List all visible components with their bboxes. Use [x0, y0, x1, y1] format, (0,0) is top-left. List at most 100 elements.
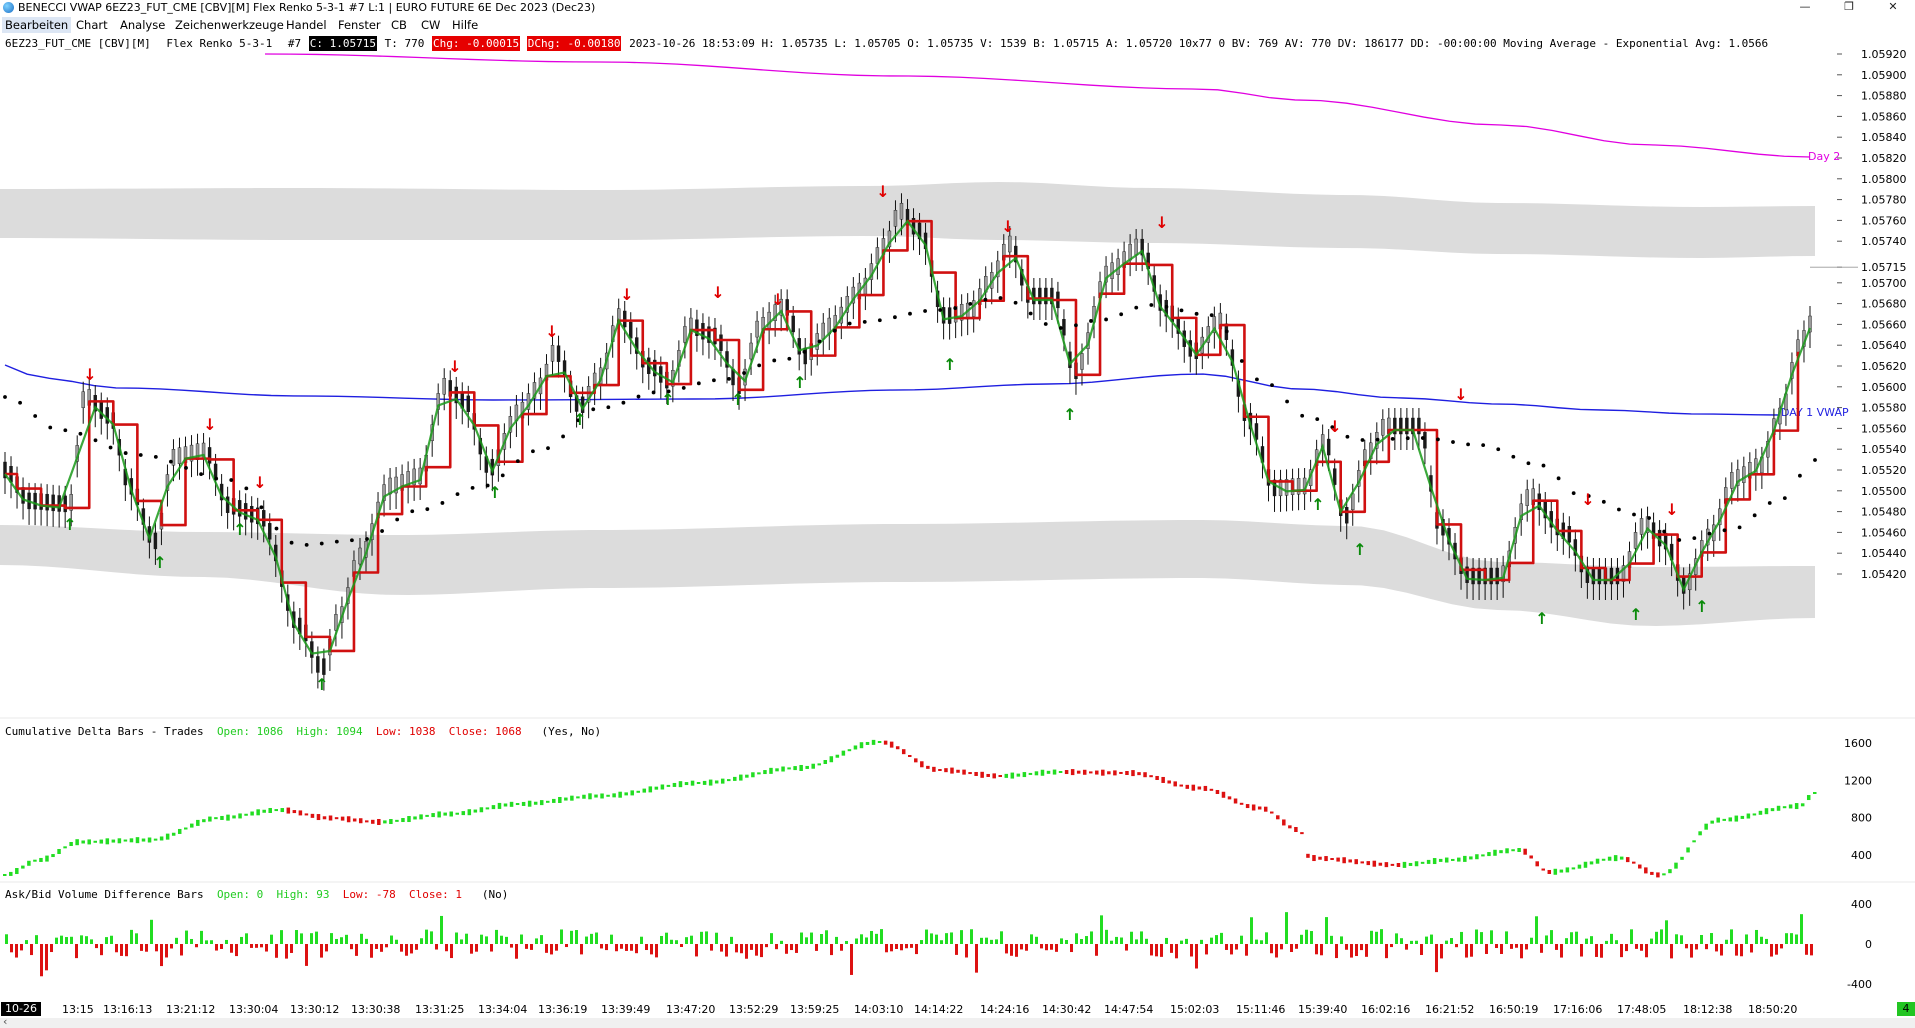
askbid-bar — [1490, 930, 1493, 944]
menu-hilfe[interactable]: Hilfe — [452, 18, 479, 32]
menu-chart[interactable]: Chart — [76, 18, 108, 32]
askbid-bar — [350, 944, 353, 950]
cumdelta-bar — [1101, 769, 1105, 776]
askbid-bar — [1685, 944, 1688, 949]
menu-handel[interactable]: Handel — [286, 18, 327, 32]
cumdelta-bar — [75, 839, 79, 846]
askbid-bar — [1790, 933, 1793, 944]
ema-dot — [968, 301, 973, 306]
renko-bar — [1736, 469, 1740, 486]
askbid-bar — [405, 944, 408, 956]
ema-dot — [1089, 319, 1093, 323]
cumdelta-bar — [449, 811, 453, 817]
day2-line — [264, 53, 1811, 158]
cumdelta-bar — [1095, 770, 1099, 775]
cumdelta-bar — [202, 819, 206, 823]
ema-dot — [1782, 496, 1787, 501]
time-axis-label: 18:12:38 — [1683, 1003, 1733, 1016]
cumdelta-bar — [817, 763, 821, 766]
askbid-bar — [315, 931, 318, 944]
renko-bar — [1663, 532, 1668, 550]
renko-bar — [773, 304, 777, 321]
menu-fenster[interactable]: Fenster — [338, 18, 381, 32]
cumdelta-bar — [678, 781, 683, 788]
cumdelta-bar — [1420, 861, 1425, 864]
askbid-bar — [1035, 936, 1038, 944]
ema-dot — [1239, 359, 1244, 363]
askbid-bar — [1165, 937, 1168, 944]
cumdelta-bar — [437, 811, 441, 818]
menu-cb[interactable]: CB — [391, 18, 407, 32]
ema-dot — [1104, 317, 1108, 322]
askbid-bar — [125, 944, 128, 957]
time-axis-label: 13:30:04 — [229, 1003, 279, 1016]
cumdelta-bar — [425, 814, 429, 817]
cumdelta-bar — [1583, 861, 1588, 868]
cumdelta-bar — [1342, 857, 1346, 864]
askbid-bar — [20, 944, 23, 951]
askbid-bar — [875, 933, 878, 944]
askbid-bar — [780, 940, 783, 944]
cumdelta-bar — [1402, 861, 1407, 868]
askbid-bar — [690, 935, 693, 944]
renko-bar — [310, 641, 314, 658]
cumdelta-bar — [1806, 795, 1811, 801]
askbid-bar — [1710, 933, 1713, 944]
askbid-bar — [1715, 944, 1718, 952]
ema-dot — [862, 319, 867, 324]
menu-zeichenwerkzeuge[interactable]: Zeichenwerkzeuge — [175, 18, 284, 32]
renko-bar — [508, 416, 513, 433]
cumdelta-bar — [1107, 771, 1111, 775]
renko-bar — [225, 496, 230, 513]
askbid-bar — [1720, 944, 1723, 956]
price-axis-label: 1.05520 — [1861, 464, 1907, 477]
menu-bearbeiten[interactable]: Bearbeiten — [2, 17, 72, 33]
info-chg-badge: Chg: -0.00015 — [432, 36, 521, 51]
askbid-bar — [1100, 915, 1103, 944]
askbid-bar — [470, 944, 473, 954]
ema-dot — [546, 446, 550, 451]
cumdelta-bar — [377, 818, 381, 825]
askbid-bar — [440, 915, 443, 944]
ema-dot — [696, 381, 701, 386]
cumdelta-bar — [1740, 815, 1745, 819]
renko-bar — [779, 298, 783, 316]
askbid-bar — [1185, 938, 1188, 944]
scroll-left-icon[interactable]: ‹ — [3, 1015, 8, 1028]
askbid-bar — [650, 944, 653, 955]
renko-bar — [412, 468, 416, 486]
close-button[interactable]: ✕ — [1888, 0, 1898, 13]
askbid-bar — [675, 940, 678, 944]
time-axis-label: 16:50:19 — [1489, 1003, 1539, 1016]
time-axis-label: 13:52:29 — [729, 1003, 779, 1016]
askbid-bar — [1210, 937, 1213, 944]
maximize-button[interactable]: ❐ — [1844, 0, 1854, 13]
menu-analyse[interactable]: Analyse — [120, 18, 166, 32]
askbid-bar — [325, 944, 328, 952]
askbid-bar — [1525, 944, 1528, 950]
askbid-bar — [1395, 933, 1398, 944]
cumdelta-bar — [310, 813, 315, 818]
askbid-bar — [1465, 944, 1468, 958]
cumdelta-bar — [1414, 861, 1419, 867]
cumdelta-bar — [1233, 798, 1238, 804]
cumdelta-bar — [1324, 856, 1328, 862]
cumdelta-bar — [956, 769, 960, 773]
askbid-bar — [775, 944, 778, 950]
renko-bar — [45, 493, 49, 511]
cumdelta-bar — [1607, 856, 1612, 861]
ema-dot — [681, 386, 686, 390]
cumdelta-bar — [1131, 770, 1135, 777]
askbid-bar — [55, 937, 58, 944]
minimize-button[interactable]: — — [1799, 0, 1811, 13]
horizontal-scrollbar[interactable]: ‹ — [0, 1015, 1915, 1028]
askbid-bar — [15, 944, 18, 958]
cumdelta-bar — [1571, 867, 1576, 870]
cumdelta-bar — [853, 745, 858, 750]
cumdelta-high: High: 1094 — [296, 725, 363, 738]
menu-cw[interactable]: CW — [421, 18, 441, 32]
cumdelta-bar — [1360, 861, 1364, 864]
cumdelta-bar — [1336, 857, 1340, 862]
date-badge: 10-26 — [1, 1002, 41, 1016]
